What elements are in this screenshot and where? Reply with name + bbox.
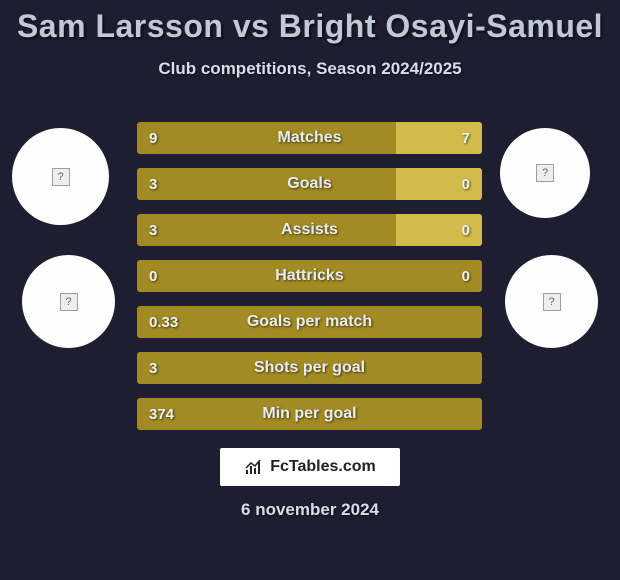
stat-label: Hattricks bbox=[137, 260, 482, 292]
subtitle: Club competitions, Season 2024/2025 bbox=[0, 59, 620, 79]
stat-value-right: 7 bbox=[462, 122, 470, 154]
branding-badge: FcTables.com bbox=[220, 448, 400, 486]
stats-bars: 9Matches73Goals03Assists00Hattricks00.33… bbox=[137, 122, 482, 444]
stat-label: Goals per match bbox=[137, 306, 482, 338]
stat-row: 3Goals0 bbox=[137, 168, 482, 200]
stat-row: 3Assists0 bbox=[137, 214, 482, 246]
stat-row: 9Matches7 bbox=[137, 122, 482, 154]
stat-value-left: 9 bbox=[149, 122, 157, 154]
stat-label: Min per goal bbox=[137, 398, 482, 430]
stat-row: 3Shots per goal bbox=[137, 352, 482, 384]
stat-value-left: 0.33 bbox=[149, 306, 178, 338]
stat-value-right: 0 bbox=[462, 168, 470, 200]
branding-text: FcTables.com bbox=[270, 458, 376, 476]
stat-row: 0.33Goals per match bbox=[137, 306, 482, 338]
player2-avatar: ? bbox=[500, 128, 590, 218]
stat-value-right: 0 bbox=[462, 214, 470, 246]
stat-value-right: 0 bbox=[462, 260, 470, 292]
stat-row: 0Hattricks0 bbox=[137, 260, 482, 292]
stat-value-left: 3 bbox=[149, 352, 157, 384]
placeholder-icon: ? bbox=[60, 293, 78, 311]
player2-club-avatar: ? bbox=[505, 255, 598, 348]
stat-row: 374Min per goal bbox=[137, 398, 482, 430]
player1-club-avatar: ? bbox=[22, 255, 115, 348]
page-title: Sam Larsson vs Bright Osayi-Samuel bbox=[0, 0, 620, 45]
player1-avatar: ? bbox=[12, 128, 109, 225]
placeholder-icon: ? bbox=[536, 164, 554, 182]
placeholder-icon: ? bbox=[52, 168, 70, 186]
stat-value-left: 374 bbox=[149, 398, 174, 430]
stat-value-left: 0 bbox=[149, 260, 157, 292]
placeholder-icon: ? bbox=[543, 293, 561, 311]
stat-value-left: 3 bbox=[149, 214, 157, 246]
stat-label: Shots per goal bbox=[137, 352, 482, 384]
stat-value-left: 3 bbox=[149, 168, 157, 200]
date-label: 6 november 2024 bbox=[0, 500, 620, 520]
chart-icon bbox=[244, 458, 264, 476]
